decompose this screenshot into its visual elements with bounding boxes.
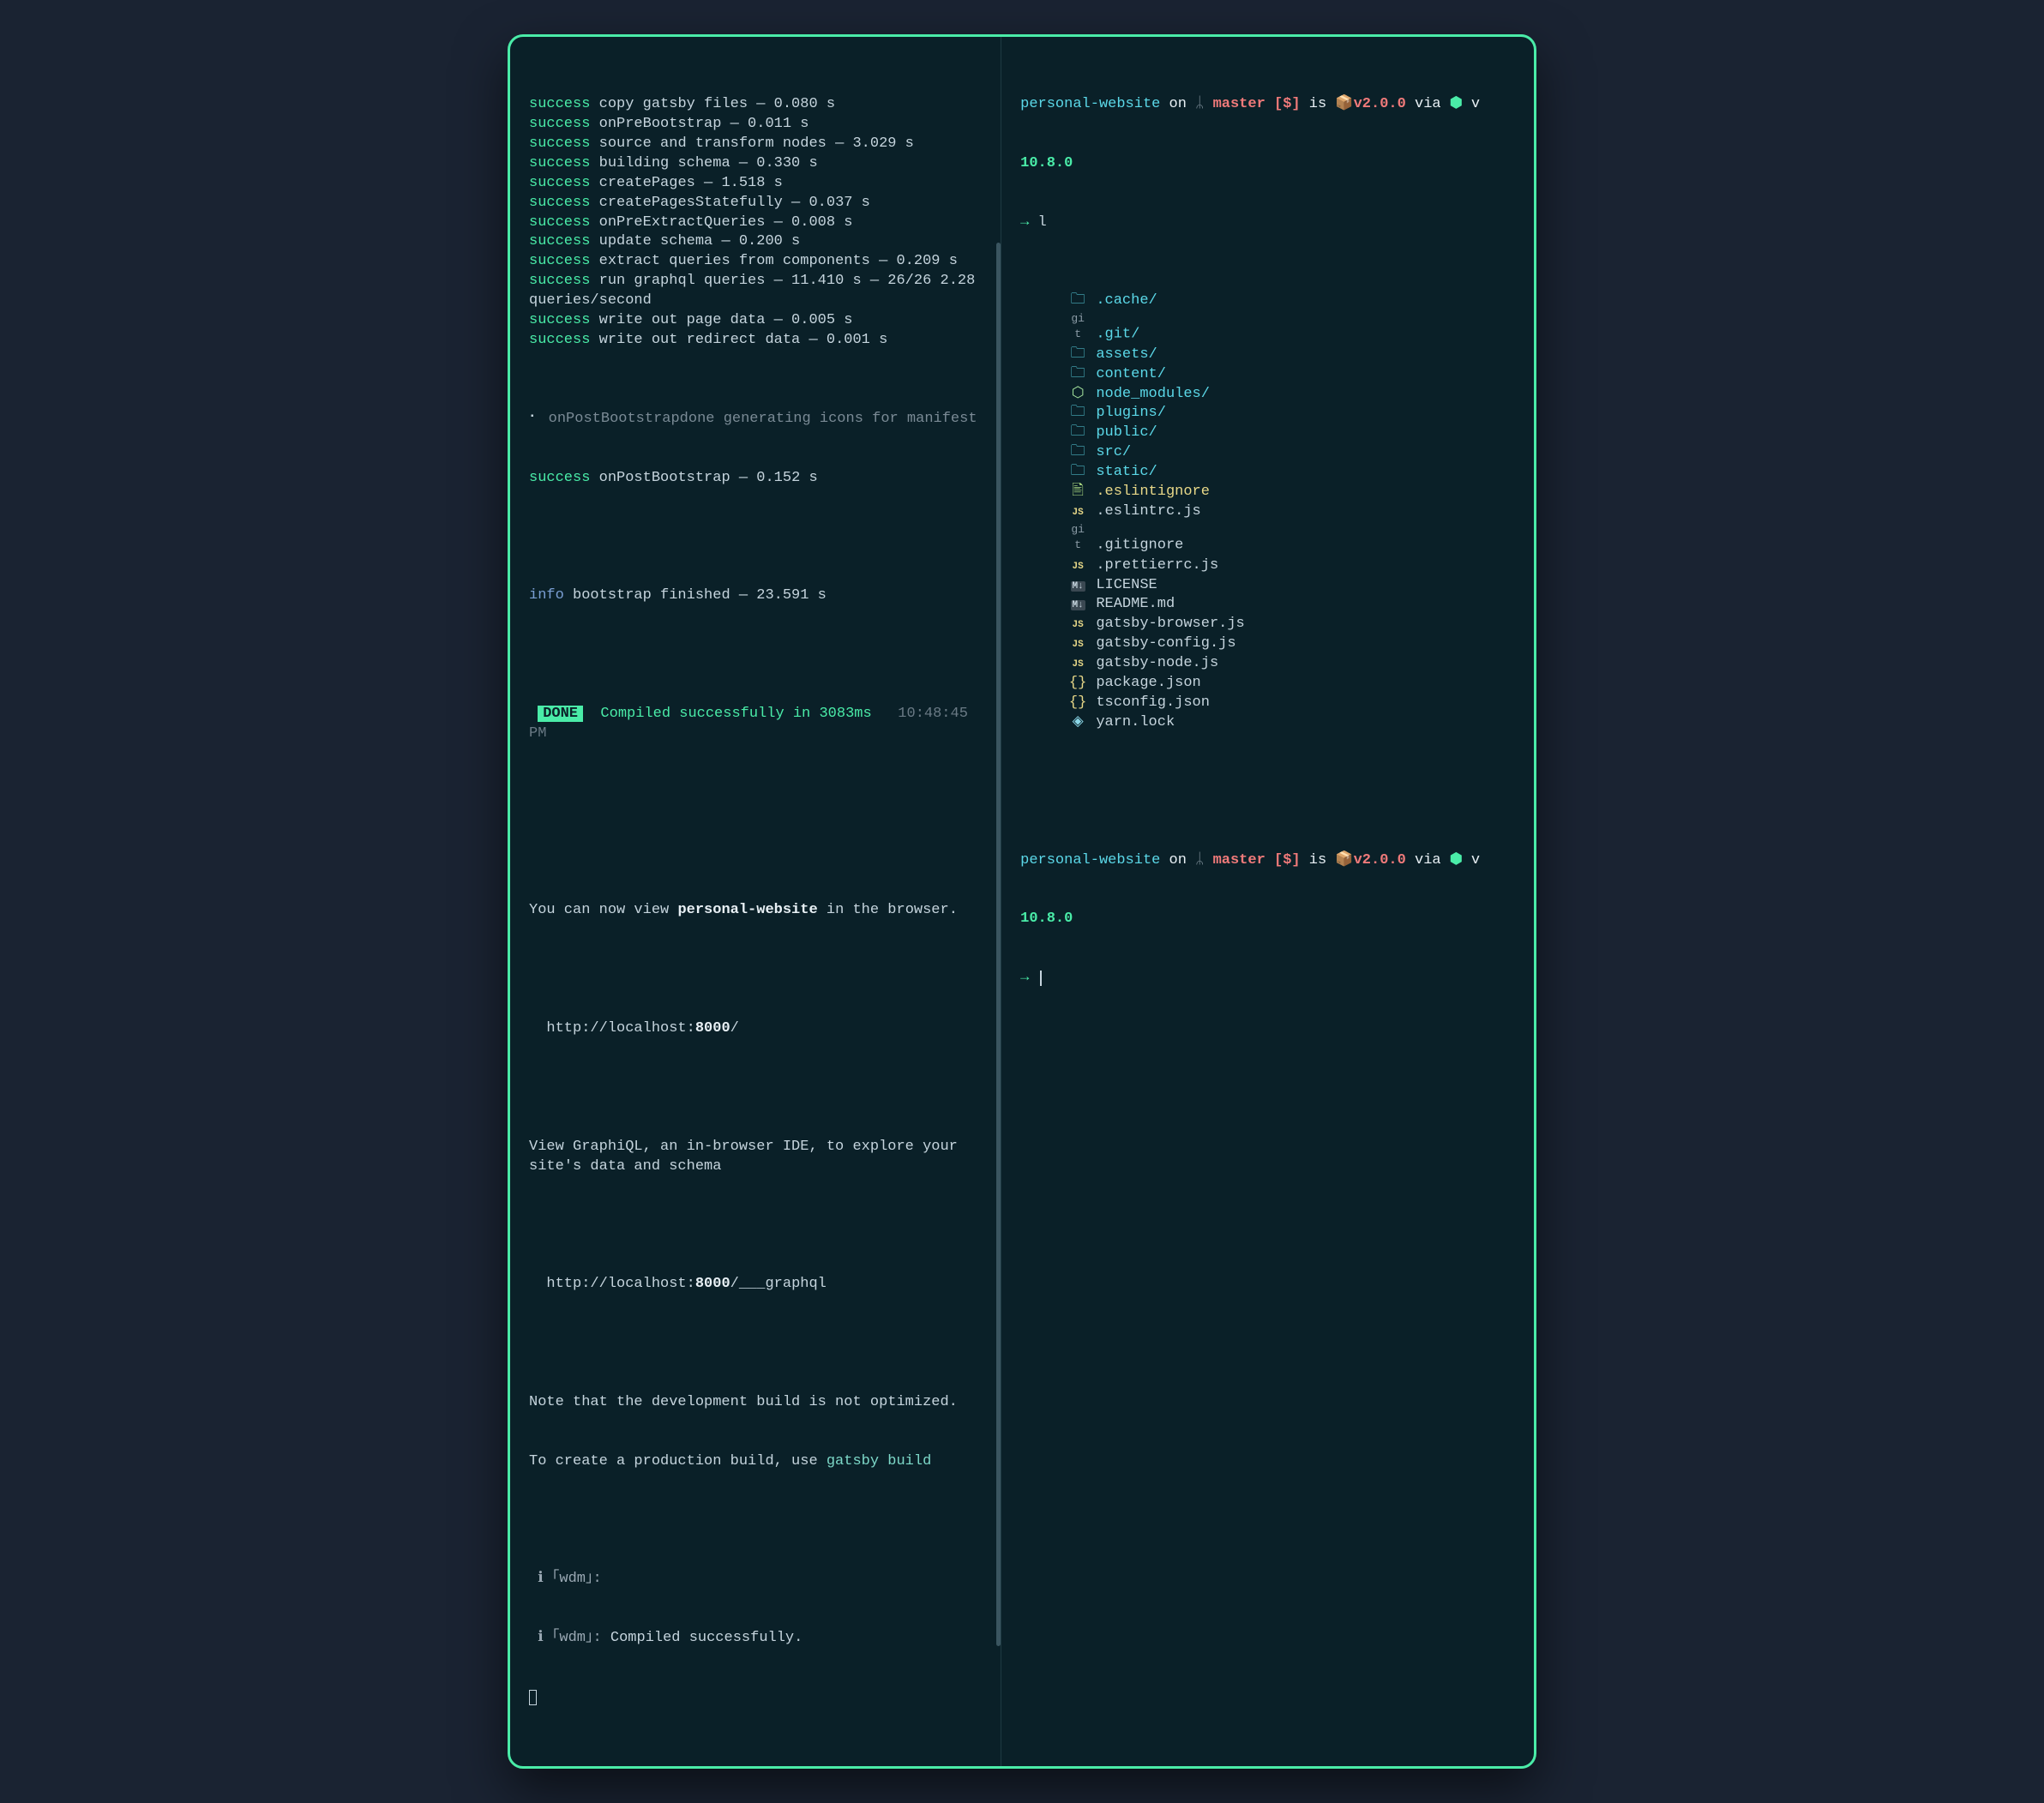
info-line: info bootstrap finished — 23.591 s <box>529 586 983 606</box>
build-step: success write out page data — 0.005 s <box>529 311 983 331</box>
build-step: success update schema — 0.200 s <box>529 232 983 252</box>
folder-icon: 🗀 <box>1068 346 1087 365</box>
ls-item[interactable]: git .git/ <box>1020 311 1517 345</box>
folder-icon: 🗀 <box>1068 291 1087 311</box>
done-line: DONE Compiled successfully in 3083ms 10:… <box>529 705 983 744</box>
prompt-1: personal-website on ᛦ master [$] is 📦v2.… <box>1020 95 1517 115</box>
folder-icon: 🗀 <box>1068 424 1087 443</box>
ls-item[interactable]: 🗀 content/ <box>1020 365 1517 385</box>
branch-icon: ᛦ <box>1195 96 1204 112</box>
ls-item[interactable]: JS .eslintrc.js <box>1020 502 1517 522</box>
build-step: success source and transform nodes — 3.0… <box>529 135 983 154</box>
note-line-2: To create a production build, use gatsby… <box>529 1452 983 1472</box>
js-icon: JS <box>1068 561 1087 574</box>
ls-output: 🗀 .cache/git .git/🗀 assets/🗀 content/⬡ n… <box>1020 291 1517 733</box>
build-step: success run graphql queries — 11.410 s —… <box>529 272 983 311</box>
build-step: success createPages — 1.518 s <box>529 174 983 194</box>
node-icon: ⬢ <box>1450 852 1463 868</box>
build-step: success onPreExtractQueries — 0.008 s <box>529 213 983 233</box>
node-icon: ⬢ <box>1450 96 1463 112</box>
wdm-line-2: ℹ ｢wdm｣: Compiled successfully. <box>529 1629 983 1649</box>
node-icon: ⬡ <box>1068 385 1087 405</box>
ls-item[interactable]: 🗀 src/ <box>1020 443 1517 463</box>
post-bootstrap-step: success onPostBootstrap — 0.152 s <box>529 469 983 489</box>
build-step: success copy gatsby files — 0.080 s <box>529 95 983 115</box>
package-icon: 📦 <box>1335 96 1353 112</box>
build-step: success extract queries from components … <box>529 252 983 272</box>
command-line-2[interactable]: → <box>1020 969 1517 989</box>
package-icon: 📦 <box>1335 852 1353 868</box>
git-icon: git <box>1068 311 1087 341</box>
graphiql-text: View GraphiQL, an in-browser IDE, to exp… <box>529 1138 983 1177</box>
post-bootstrap-line: ⠂ onPostBootstrapdone generating icons f… <box>529 410 983 430</box>
folder-icon: 🗀 <box>1068 463 1087 483</box>
cursor <box>529 1688 983 1708</box>
terminal-window: success copy gatsby files — 0.080 ssucce… <box>508 34 1536 1769</box>
folder-icon: 🗀 <box>1068 404 1087 424</box>
js-icon: JS <box>1068 639 1087 652</box>
ls-item[interactable]: 🗀 .cache/ <box>1020 291 1517 311</box>
ls-item[interactable]: 🗀 static/ <box>1020 463 1517 483</box>
js-icon: JS <box>1068 619 1087 632</box>
ls-item[interactable]: 🗀 plugins/ <box>1020 404 1517 424</box>
wdm-line-1: ℹ ｢wdm｣: <box>529 1570 983 1590</box>
build-step: success building schema — 0.330 s <box>529 154 983 174</box>
js-icon: JS <box>1068 658 1087 671</box>
prompt-2: personal-website on ᛦ master [$] is 📦v2.… <box>1020 851 1517 871</box>
graphql-url[interactable]: http://localhost:8000/___graphql <box>529 1275 983 1295</box>
ls-item[interactable]: ◈ yarn.lock <box>1020 713 1517 733</box>
folder-icon: 🗀 <box>1068 443 1087 463</box>
ls-item[interactable]: JS gatsby-config.js <box>1020 634 1517 654</box>
markdown-icon: M↓ <box>1068 595 1087 615</box>
folder-icon: 🗀 <box>1068 365 1087 385</box>
json-icon: {} <box>1068 694 1087 713</box>
node-version-2: 10.8.0 <box>1020 910 1517 929</box>
json-icon: {} <box>1068 674 1087 694</box>
right-pane[interactable]: personal-website on ᛦ master [$] is 📦v2.… <box>1001 37 1534 1766</box>
ls-item[interactable]: {} tsconfig.json <box>1020 694 1517 713</box>
node-version-1: 10.8.0 <box>1020 154 1517 174</box>
ls-item[interactable]: git .gitignore <box>1020 522 1517 556</box>
ls-item[interactable]: M↓ LICENSE <box>1020 576 1517 596</box>
view-line: You can now view personal-website in the… <box>529 901 983 921</box>
note-line-1: Note that the development build is not o… <box>529 1393 983 1413</box>
build-step: success write out redirect data — 0.001 … <box>529 331 983 351</box>
build-log: success copy gatsby files — 0.080 ssucce… <box>529 95 983 351</box>
ls-item[interactable]: 🖹 .eslintignore <box>1020 483 1517 502</box>
left-pane[interactable]: success copy gatsby files — 0.080 ssucce… <box>510 37 1001 1766</box>
file-icon: 🖹 <box>1068 483 1087 502</box>
command-line-1[interactable]: → l <box>1020 213 1517 233</box>
ls-item[interactable]: JS .prettierrc.js <box>1020 556 1517 576</box>
git-icon: git <box>1068 522 1087 552</box>
ls-item[interactable]: ⬡ node_modules/ <box>1020 385 1517 405</box>
cursor-icon <box>1040 971 1042 986</box>
ls-item[interactable]: M↓ README.md <box>1020 595 1517 615</box>
ls-item[interactable]: JS gatsby-node.js <box>1020 654 1517 674</box>
local-url[interactable]: http://localhost:8000/ <box>529 1019 983 1039</box>
markdown-icon: M↓ <box>1068 576 1087 596</box>
js-icon: JS <box>1068 507 1087 520</box>
diamond-icon: ◈ <box>1068 713 1087 733</box>
build-step: success createPagesStatefully — 0.037 s <box>529 194 983 213</box>
ls-item[interactable]: 🗀 assets/ <box>1020 346 1517 365</box>
ls-item[interactable]: {} package.json <box>1020 674 1517 694</box>
ls-item[interactable]: JS gatsby-browser.js <box>1020 615 1517 634</box>
build-step: success onPreBootstrap — 0.011 s <box>529 115 983 135</box>
ls-item[interactable]: 🗀 public/ <box>1020 424 1517 443</box>
branch-icon: ᛦ <box>1195 852 1204 868</box>
